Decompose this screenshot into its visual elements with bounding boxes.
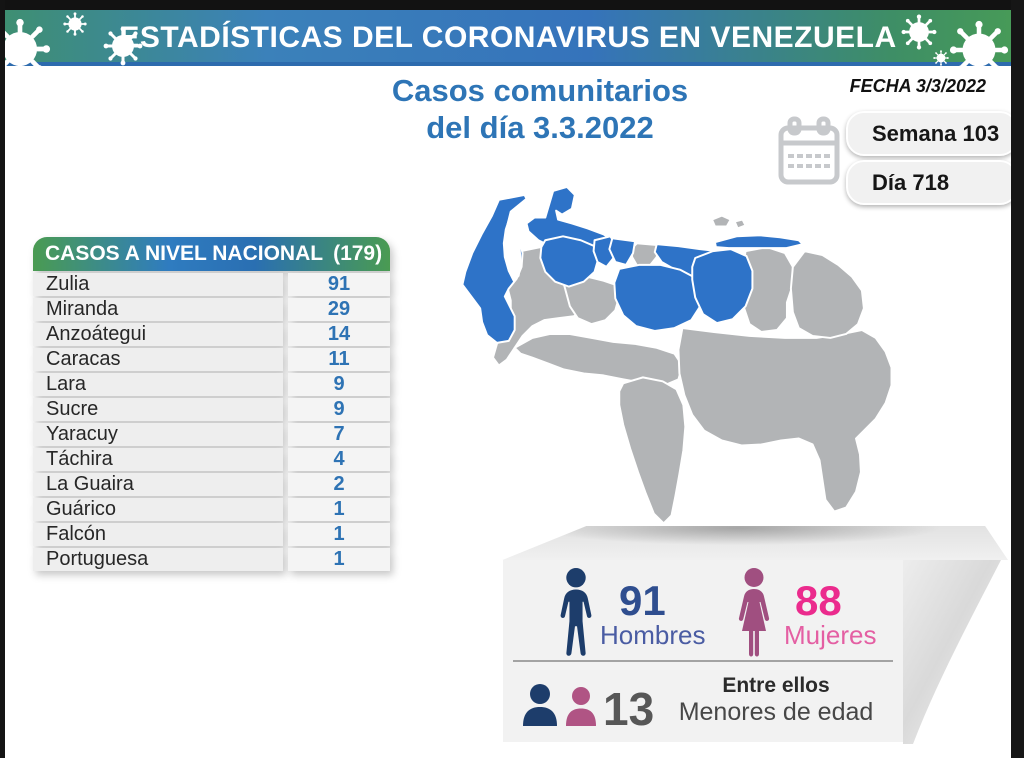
- frame-border-left: [0, 0, 5, 758]
- gender-stats-panel: 91 Hombres 88 Mujeres 13 Entre ellos Men…: [503, 560, 903, 742]
- table-row: La Guaira 2: [33, 473, 390, 496]
- state-lara: [539, 235, 600, 288]
- table-row: Táchira 4: [33, 448, 390, 471]
- page-title-line1: Casos comunitarios: [391, 73, 689, 108]
- calendar-icon: [778, 116, 840, 185]
- fecha-label: FECHA 3/3/2022: [849, 76, 986, 96]
- frame-border-right: [1011, 0, 1024, 758]
- hombres-count: 91: [619, 577, 666, 624]
- semana-badge: Semana 103: [846, 111, 1018, 156]
- hombres-label: Hombres: [600, 620, 706, 650]
- table-row: Zulia 91: [33, 273, 390, 296]
- cases-table: CASOS A NIVEL NACIONAL (179) Zulia 91 Mira…: [33, 237, 390, 571]
- mujeres-label: Mujeres: [784, 620, 877, 650]
- coronavirus-icon: [949, 20, 1009, 80]
- state-sucre: [713, 234, 804, 250]
- table-row: Guárico 1: [33, 498, 390, 521]
- state-guarico: [613, 263, 703, 333]
- state-nueva-esparta: [710, 214, 732, 228]
- menores-label-line1: Entre ellos: [722, 674, 830, 697]
- cases-table-header-total: (179): [333, 242, 383, 265]
- table-row: Miranda 29: [33, 298, 390, 321]
- menores-label-line2: Menores de edad: [678, 698, 874, 726]
- banner-title: ESTADÍSTICAS DEL CORONAVIRUS EN VENEZUEL…: [119, 21, 897, 54]
- coronavirus-icon: [933, 50, 949, 66]
- menores-count: 13: [603, 683, 655, 735]
- state-bolivar: [677, 327, 893, 513]
- mujeres-count: 88: [795, 577, 842, 624]
- coronavirus-icon: [901, 14, 937, 50]
- panel-divider: [513, 660, 893, 662]
- title-banner: ESTADÍSTICAS DEL CORONAVIRUS EN VENEZUEL…: [5, 10, 1011, 66]
- table-row: Lara 9: [33, 373, 390, 396]
- panel-platform-shadow: [502, 526, 1008, 560]
- page-curl: [903, 560, 1001, 744]
- table-row: Yaracuy 7: [33, 423, 390, 446]
- frame-border-top: [0, 0, 1024, 10]
- table-row: Portuguesa 1: [33, 548, 390, 571]
- man-icon: [560, 568, 592, 656]
- state-amazonas: [618, 376, 687, 525]
- table-row: Sucre 9: [33, 398, 390, 421]
- coronavirus-icon: [103, 26, 143, 66]
- lake-maracaibo: [502, 216, 522, 282]
- cases-table-header: CASOS A NIVEL NACIONAL (179): [33, 237, 390, 271]
- table-row: Anzoátegui 14: [33, 323, 390, 346]
- cases-table-header-label: CASOS A NIVEL NACIONAL: [45, 242, 324, 265]
- table-row: Caracas 11: [33, 348, 390, 371]
- dia-badge: Día 718: [846, 160, 1018, 205]
- menores-icons: [523, 684, 596, 726]
- table-row: Falcón 1: [33, 523, 390, 546]
- coronavirus-icon: [63, 12, 87, 36]
- menores-label: Entre ellos Menores de edad: [663, 674, 889, 726]
- day-week-badges: Semana 103 Día 718: [846, 111, 1018, 209]
- state-anzoategui: [691, 248, 754, 325]
- venezuela-map: [450, 186, 970, 551]
- page-title-line2: del día 3.3.2022: [426, 110, 654, 145]
- coronavirus-icon: [0, 18, 51, 80]
- page-title: Casos comunitarios del día 3.3.2022: [330, 72, 750, 146]
- state-delta-amacuro: [789, 250, 865, 339]
- state-nueva-esparta-island: [733, 218, 747, 230]
- state-apure: [513, 332, 684, 387]
- state-carabobo: [608, 237, 637, 266]
- woman-icon: [738, 568, 770, 657]
